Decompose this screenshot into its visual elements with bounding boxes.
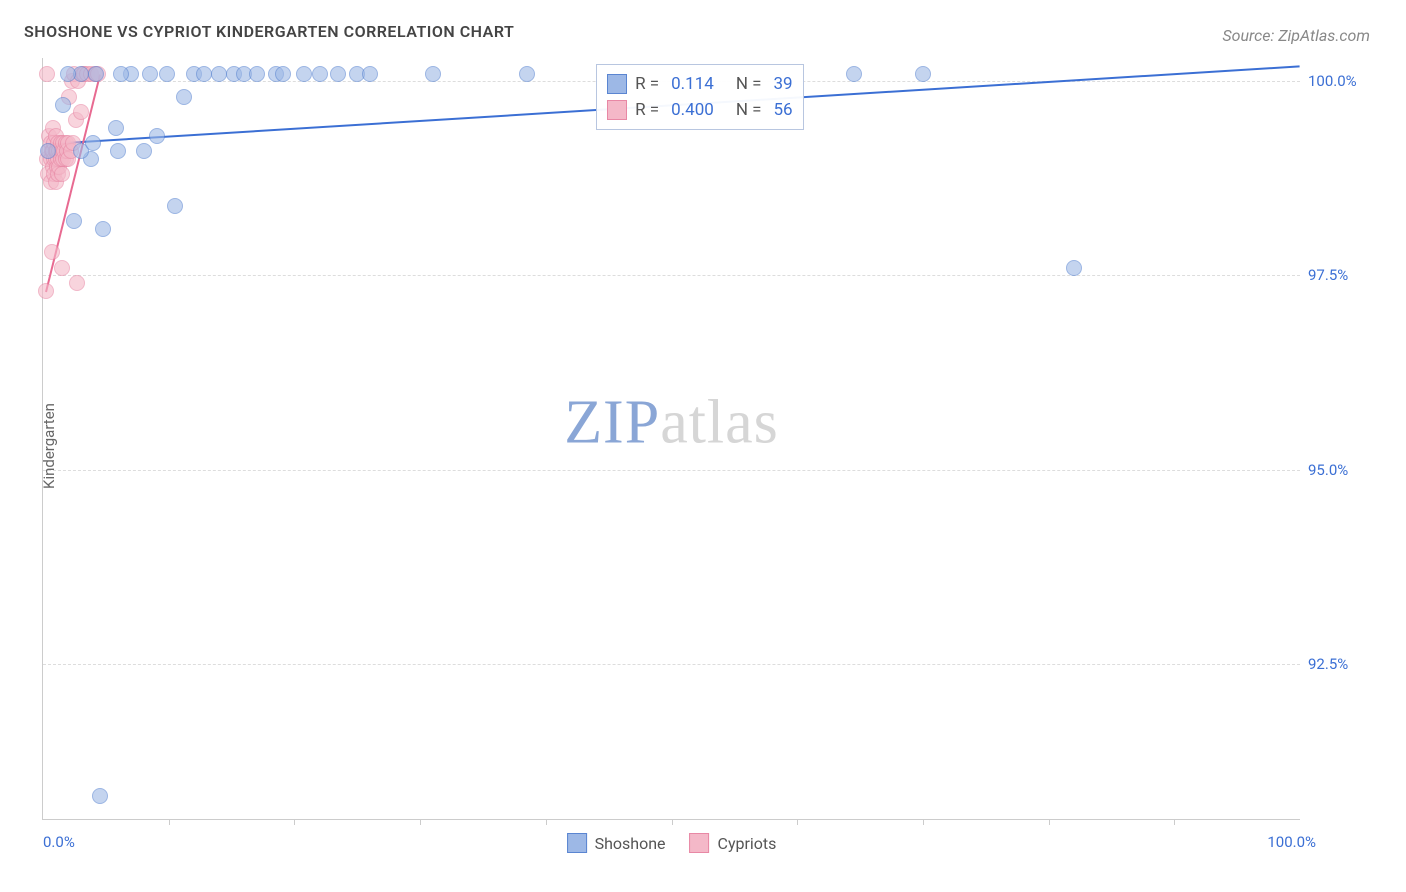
watermark: ZIPatlas [564,388,779,459]
data-point [915,66,931,82]
y-tick-label: 97.5% [1308,266,1388,284]
source-label: Source: ZipAtlas.com [1222,26,1370,45]
data-point [44,244,60,260]
x-tick-mark [672,819,673,825]
data-point [55,97,71,113]
data-point [113,66,129,82]
y-tick-label: 92.5% [1308,655,1388,673]
x-tick-mark [923,819,924,825]
data-point [110,143,126,159]
stats-legend: R = 0.114 N = 39 R = 0.400 N = 56 [596,64,804,130]
data-point [330,66,346,82]
watermark-right: atlas [660,389,779,457]
stat-label: N = [736,74,762,94]
stat-label: R = [635,100,659,120]
data-point [69,275,85,291]
data-point [296,66,312,82]
legend-label: Cypriots [718,834,777,853]
data-point [88,66,104,82]
legend-item: Shoshone [567,833,666,853]
data-point [95,221,111,237]
gridline-h [43,664,1300,665]
stats-legend-row: R = 0.114 N = 39 [607,71,793,97]
stat-label: R = [635,74,659,94]
data-point [1066,260,1082,276]
x-tick-mark [1049,819,1050,825]
watermark-left: ZIP [564,389,660,457]
x-tick-mark [1174,819,1175,825]
plot-area: ZIPatlas ShoshoneCypriots 92.5%95.0%97.5… [42,58,1300,820]
x-tick-mark [797,819,798,825]
legend-swatch [607,100,627,120]
stat-R: 0.114 [671,74,714,94]
data-point [73,104,89,120]
data-point [66,213,82,229]
data-point [425,66,441,82]
data-point [40,143,56,159]
data-point [149,128,165,144]
data-point [54,166,70,182]
legend-swatch [607,74,627,94]
stat-N: 39 [774,74,793,94]
data-point [275,66,291,82]
x-tick-mark [420,819,421,825]
data-point [85,135,101,151]
data-point [54,260,70,276]
x-tick-mark [294,819,295,825]
data-point [249,66,265,82]
gridline-h [43,275,1300,276]
data-point [176,89,192,105]
stats-legend-row: R = 0.400 N = 56 [607,97,793,123]
series-legend: Shoshone Cypriots [567,833,777,853]
data-point [519,66,535,82]
gridline-h [43,470,1300,471]
data-point [92,788,108,804]
legend-label: Shoshone [595,834,666,853]
data-point [108,120,124,136]
data-point [196,66,212,82]
y-tick-label: 95.0% [1308,461,1388,479]
data-point [167,198,183,214]
y-tick-label: 100.0% [1308,72,1388,90]
data-point [159,66,175,82]
x-max-label: 100.0% [1267,833,1316,851]
stat-R: 0.400 [671,100,714,120]
data-point [39,66,55,82]
data-point [312,66,328,82]
data-point [846,66,862,82]
legend-swatch [567,833,587,853]
data-point [136,143,152,159]
data-point [362,66,378,82]
stat-N: 56 [774,100,793,120]
legend-swatch [690,833,710,853]
data-point [60,66,76,82]
correlation-chart: SHOSHONE VS CYPRIOT KINDERGARTEN CORRELA… [0,0,1406,892]
data-point [38,283,54,299]
data-point [211,66,227,82]
x-tick-mark [169,819,170,825]
stat-label: N = [736,100,762,120]
data-point [142,66,158,82]
x-tick-mark [546,819,547,825]
chart-title: SHOSHONE VS CYPRIOT KINDERGARTEN CORRELA… [24,22,514,41]
legend-item: Cypriots [690,833,777,853]
x-min-label: 0.0% [43,833,75,851]
